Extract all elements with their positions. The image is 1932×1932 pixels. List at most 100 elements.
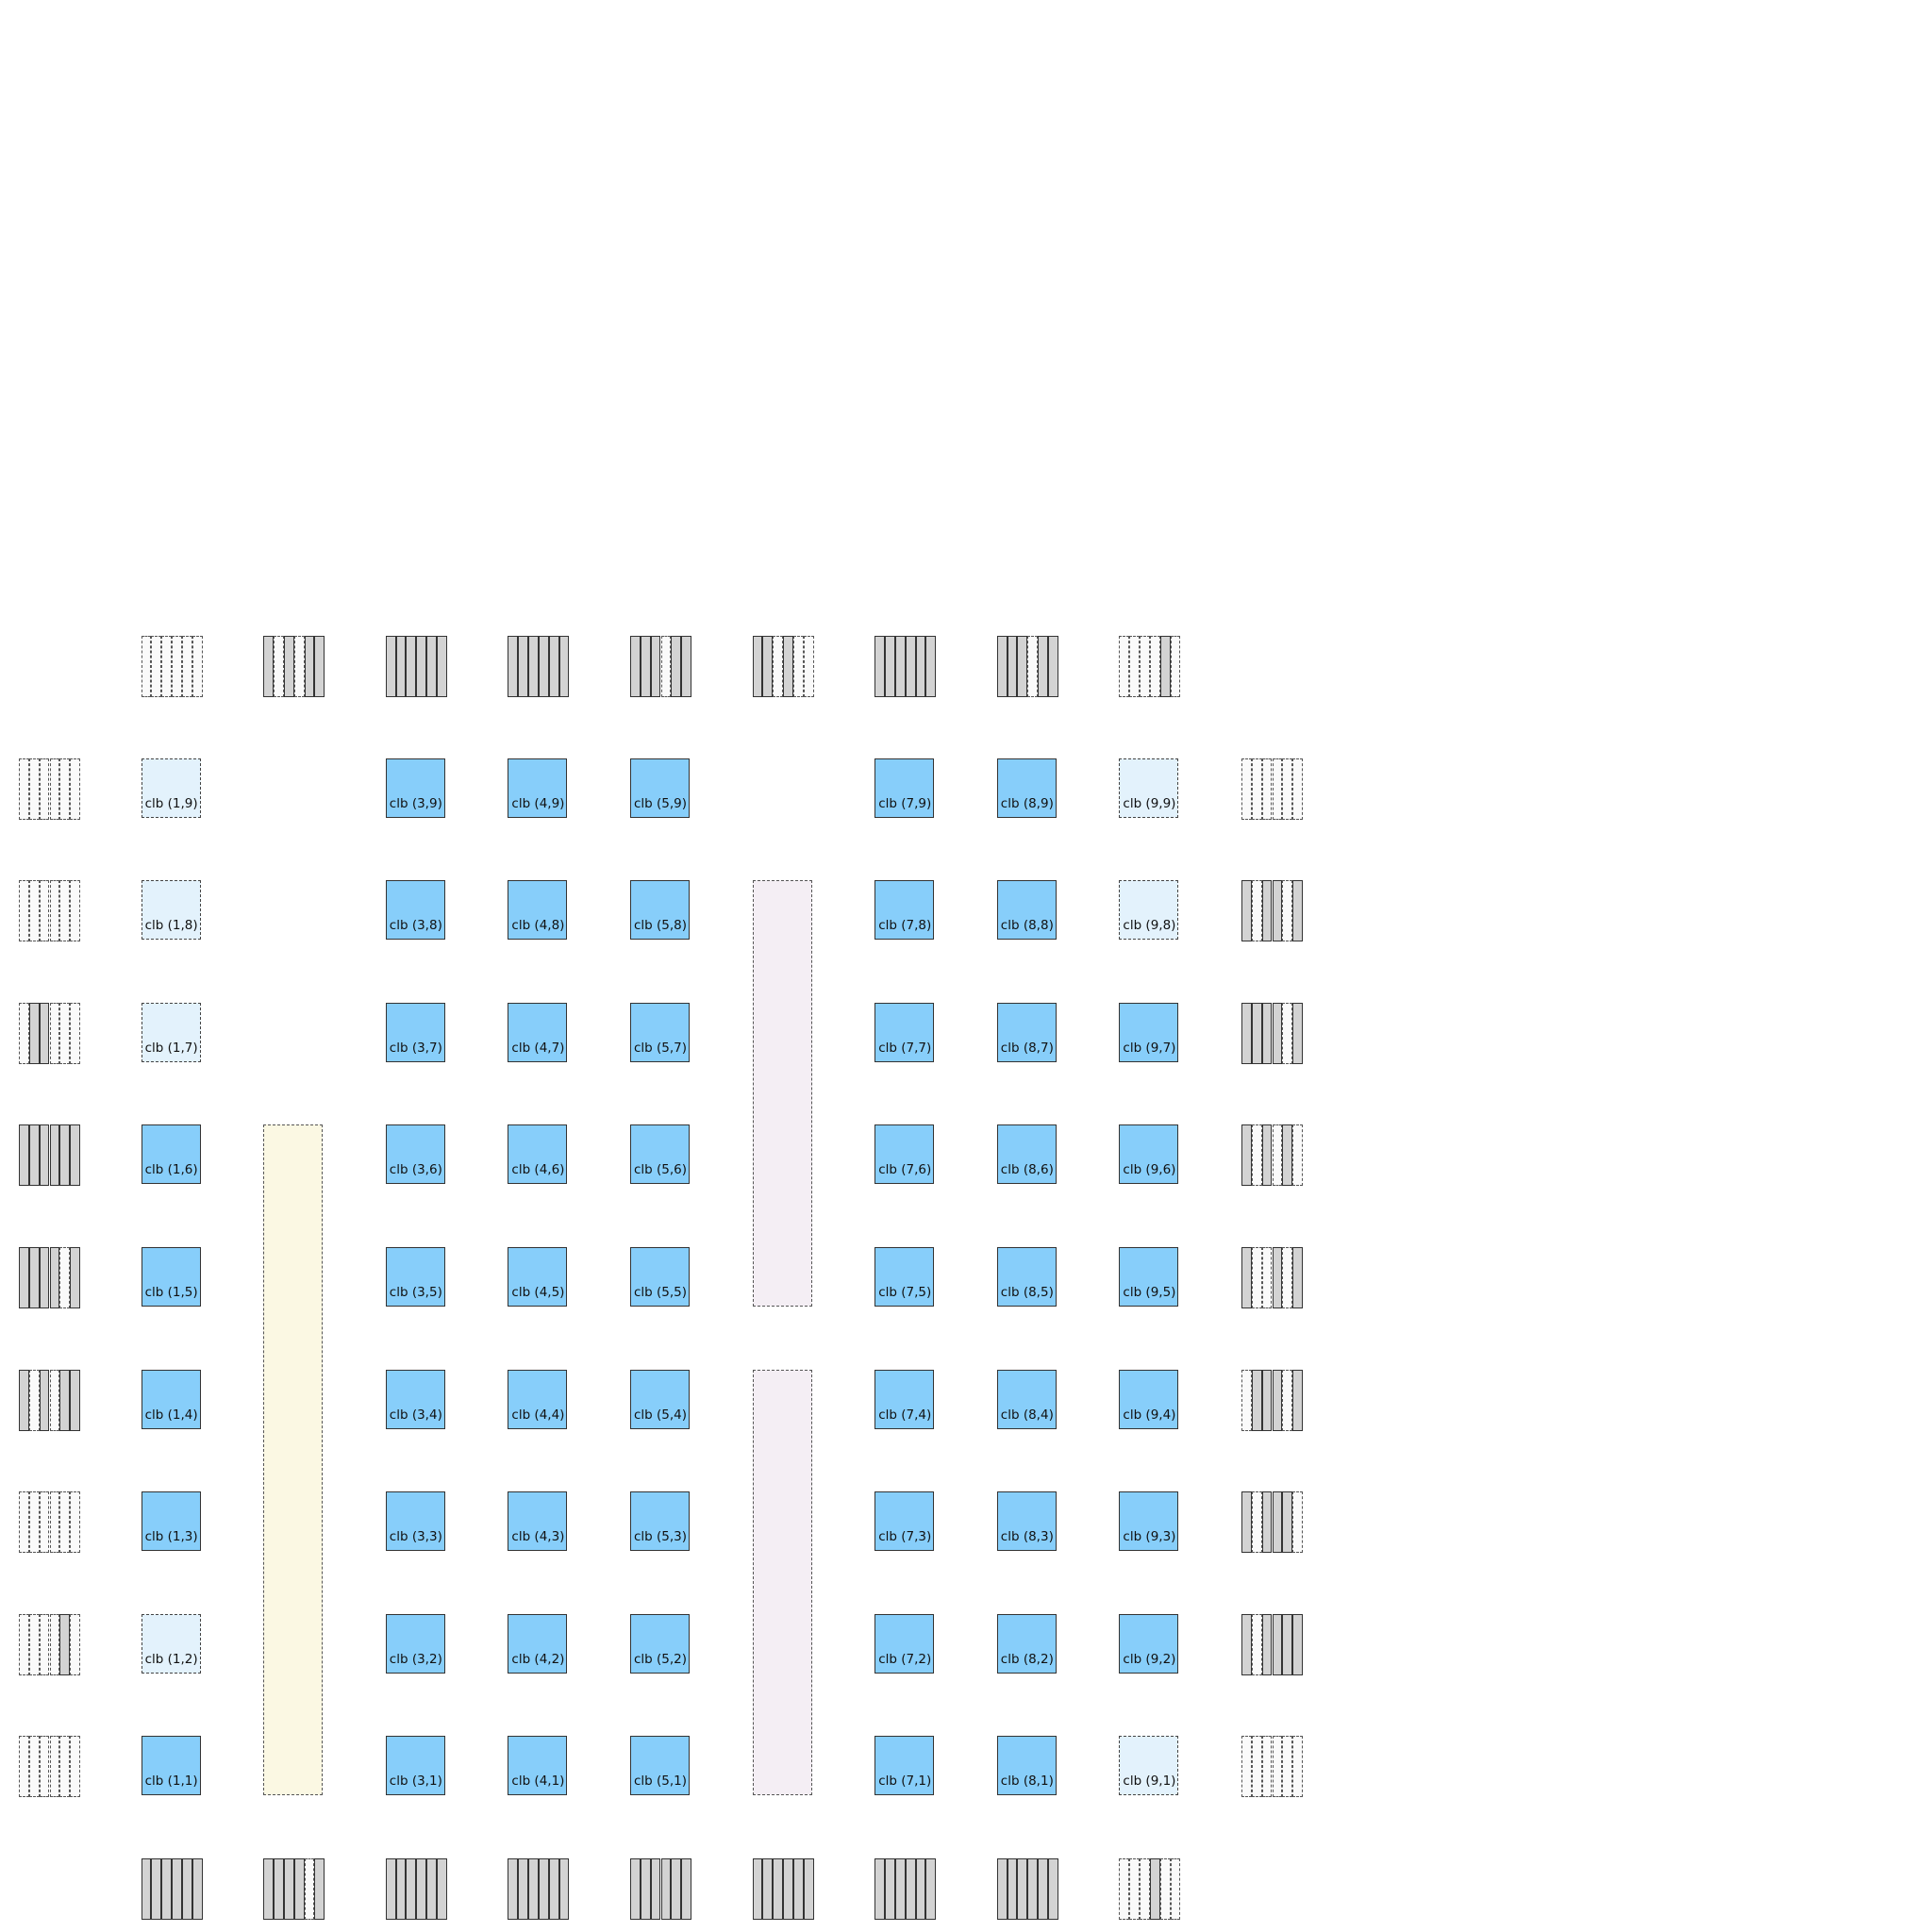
io-pad-used xyxy=(1149,1858,1160,1920)
io-pad-used xyxy=(263,1858,275,1920)
io-pad-unused xyxy=(49,1491,60,1554)
io-pad-used xyxy=(59,1369,71,1431)
clb-label: clb (1,6) xyxy=(144,1162,198,1178)
io-pad-unused xyxy=(1251,758,1262,820)
io-pad-unused xyxy=(28,1736,40,1798)
io-pad-unused xyxy=(1251,1491,1262,1554)
io-pad-used xyxy=(1272,1247,1283,1308)
clb-tile: clb (1,7) xyxy=(141,1002,201,1062)
io-pad-unused xyxy=(1292,1124,1303,1187)
clb-tile: clb (5,1) xyxy=(630,1736,690,1796)
clb-tile: clb (4,3) xyxy=(508,1491,568,1552)
io-pad-used xyxy=(70,1124,80,1187)
io-pad-used xyxy=(19,1369,29,1431)
clb-tile: clb (4,5) xyxy=(508,1247,568,1307)
io-block-right xyxy=(1241,758,1303,820)
clb-tile: clb (9,9) xyxy=(1119,758,1179,818)
clb-tile: clb (9,2) xyxy=(1119,1613,1179,1674)
io-pad-used xyxy=(752,636,763,697)
io-pad-used xyxy=(1261,1002,1273,1064)
io-pad-unused xyxy=(161,636,173,697)
io-pad-used xyxy=(548,636,559,697)
io-pad-used xyxy=(915,636,926,697)
clb-tile: clb (9,7) xyxy=(1119,1002,1179,1062)
clb-tile: clb (7,3) xyxy=(874,1491,935,1552)
clb-tile: clb (7,2) xyxy=(874,1613,935,1674)
io-pad-unused xyxy=(1129,1858,1141,1920)
io-pad-unused xyxy=(28,1369,40,1431)
io-pad-used xyxy=(1241,1491,1252,1554)
io-pad-unused xyxy=(19,1491,29,1554)
io-pad-used xyxy=(1241,880,1252,942)
clb-tile: clb (3,5) xyxy=(385,1247,445,1307)
io-pad-used xyxy=(783,636,793,697)
clb-label: clb (8,3) xyxy=(1000,1529,1054,1545)
clb-label: clb (8,8) xyxy=(1000,918,1054,934)
clb-label: clb (9,1) xyxy=(1123,1774,1176,1790)
io-pad-used xyxy=(283,1858,294,1920)
io-pad-used xyxy=(773,1858,784,1920)
io-pad-used xyxy=(283,636,294,697)
io-pad-used xyxy=(59,1124,71,1187)
io-pad-used xyxy=(558,636,570,697)
clb-tile: clb (9,6) xyxy=(1119,1124,1179,1185)
io-pad-unused xyxy=(39,1491,50,1554)
clb-label: clb (7,7) xyxy=(878,1040,932,1056)
io-pad-unused xyxy=(59,1736,71,1798)
io-pad-used xyxy=(39,1247,50,1308)
io-block-bottom xyxy=(385,1858,447,1920)
clb-tile: clb (8,9) xyxy=(996,758,1057,818)
clb-label: clb (8,1) xyxy=(1000,1774,1054,1790)
io-pad-used xyxy=(28,1124,40,1187)
io-block-bottom xyxy=(630,1858,691,1920)
io-pad-unused xyxy=(1261,758,1273,820)
clb-label: clb (9,7) xyxy=(1123,1040,1176,1056)
io-pad-unused xyxy=(70,1613,80,1675)
io-block-bottom xyxy=(263,1858,325,1920)
clb-tile: clb (4,2) xyxy=(508,1613,568,1674)
clb-label: clb (4,7) xyxy=(511,1040,565,1056)
io-pad-unused xyxy=(1272,758,1283,820)
clb-label: clb (3,6) xyxy=(389,1162,442,1178)
io-pad-used xyxy=(752,1858,763,1920)
io-pad-unused xyxy=(141,636,152,697)
io-pad-used xyxy=(49,1247,60,1308)
clb-label: clb (3,3) xyxy=(389,1529,442,1545)
io-block-bottom xyxy=(141,1858,203,1920)
io-pad-used xyxy=(161,1858,173,1920)
io-pad-unused xyxy=(1282,1736,1293,1798)
clb-label: clb (7,4) xyxy=(878,1407,932,1423)
io-pad-used xyxy=(1282,1613,1293,1675)
clb-label: clb (5,6) xyxy=(634,1162,688,1178)
io-pad-used xyxy=(1047,636,1058,697)
clb-label: clb (5,8) xyxy=(634,918,688,934)
clb-label: clb (9,8) xyxy=(1123,918,1176,934)
io-pad-used xyxy=(59,1613,71,1675)
io-block-right xyxy=(1241,1002,1303,1064)
io-pad-unused xyxy=(59,758,71,820)
clb-label: clb (9,3) xyxy=(1123,1529,1176,1545)
clb-tile: clb (4,1) xyxy=(508,1736,568,1796)
io-pad-unused xyxy=(28,1613,40,1675)
clb-tile: clb (8,6) xyxy=(996,1124,1057,1185)
io-pad-used xyxy=(1159,636,1171,697)
io-pad-used xyxy=(395,636,407,697)
io-pad-used xyxy=(304,636,315,697)
clb-tile: clb (8,7) xyxy=(996,1002,1057,1062)
io-pad-used xyxy=(518,1858,529,1920)
clb-tile: clb (8,5) xyxy=(996,1247,1057,1307)
clb-tile: clb (9,5) xyxy=(1119,1247,1179,1307)
io-pad-used xyxy=(681,636,691,697)
clb-tile: clb (1,3) xyxy=(141,1491,201,1552)
io-pad-used xyxy=(508,636,519,697)
io-pad-unused xyxy=(1251,880,1262,942)
clb-label: clb (3,1) xyxy=(389,1774,442,1790)
io-pad-used xyxy=(1038,636,1048,697)
io-pad-unused xyxy=(1251,1613,1262,1675)
io-pad-used xyxy=(416,636,427,697)
clb-tile: clb (3,3) xyxy=(385,1491,445,1552)
io-pad-unused xyxy=(59,1247,71,1308)
io-block-top xyxy=(508,636,570,697)
io-block-left xyxy=(19,1369,80,1431)
clb-label: clb (1,4) xyxy=(144,1407,198,1423)
